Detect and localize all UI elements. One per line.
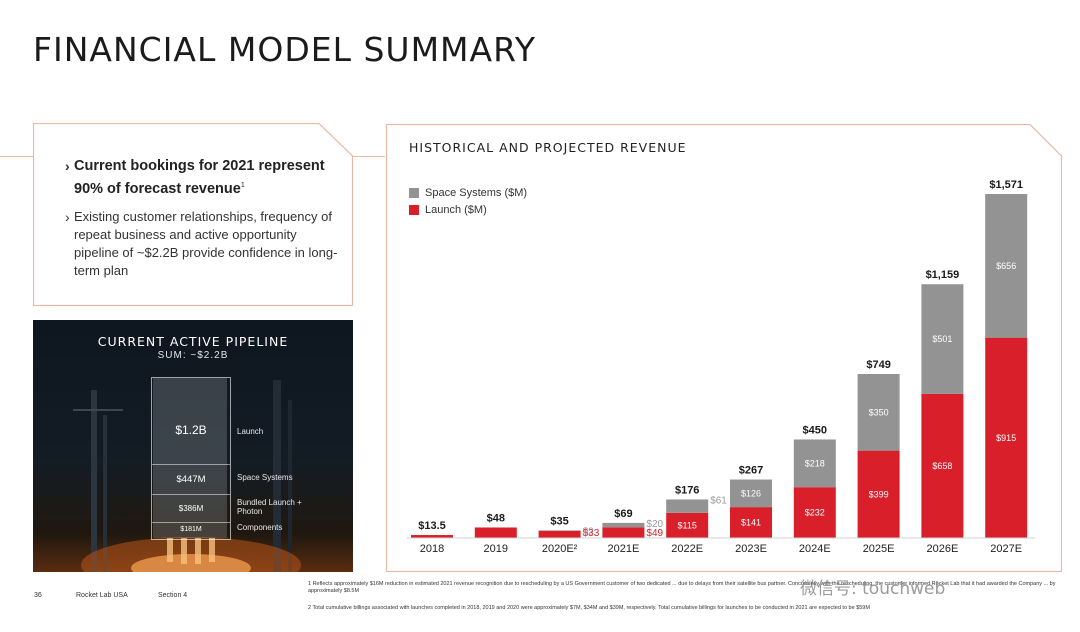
bullets-box [33,123,353,306]
page-title: FINANCIAL MODEL SUMMARY [33,30,537,69]
bullet-main-text: Current bookings for 2021 represent 90% … [74,158,325,197]
pipeline-seg-bundled: $386M [152,494,230,523]
pipeline-label-components: Components [237,523,283,532]
footer-company: Rocket Lab USA [76,592,128,599]
legend-swatch [409,187,419,198]
pipeline-seg-components: $181M [152,522,230,540]
watermark: 微信号: touchweb [800,579,946,599]
footer-section: Section 4 [158,592,188,599]
pipeline-label-bundled: Bundled Launch + Photon [237,498,302,516]
chevron-right-icon: › [65,209,70,225]
pipeline-panel: CURRENT ACTIVE PIPELINE SUM: ~$2.2B $1.2… [33,320,353,572]
launch-pad-image [73,378,301,572]
bullet-sub-text: Existing customer relationships, frequen… [74,209,338,278]
pipeline-label-launch: Launch [237,427,264,436]
pipeline-rocket-box: $1.2B $447M $386M $181M [151,377,231,540]
legend-item-space-systems: Space Systems ($M) [409,184,527,201]
pipeline-seg-space: $447M [152,464,230,495]
page-number: 36 [34,592,42,599]
legend-item-launch: Launch ($M) [409,201,527,218]
chart-title: HISTORICAL AND PROJECTED REVENUE [409,140,687,155]
legend-swatch [409,204,419,215]
chevron-right-icon: › [65,158,70,174]
pipeline-label-space: Space Systems [237,473,293,482]
chart-legend: Space Systems ($M) Launch ($M) [409,184,527,218]
pipeline-title: CURRENT ACTIVE PIPELINE [97,334,289,349]
footnote-1: 1 Reflects approximately $16M reduction … [308,581,1056,594]
pipeline-sum: SUM: ~$2.2B [157,350,229,361]
pipeline-seg-launch: $1.2B [175,423,207,437]
footnote-2: 2 Total cumulative billings associated w… [308,605,870,611]
